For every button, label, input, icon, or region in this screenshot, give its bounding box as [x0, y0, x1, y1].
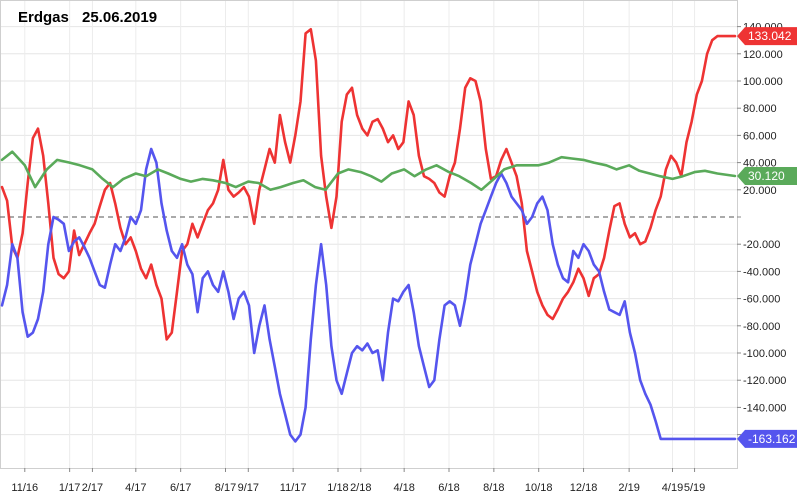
- series-group: [0, 28, 737, 443]
- x-tick-label: 1/18: [327, 482, 348, 494]
- y-tick-label: -120.000: [743, 375, 786, 387]
- y-axis: 140.000120.000100.00080.00060.00040.0002…: [737, 22, 786, 442]
- x-tick-label: 1/17: [59, 482, 80, 494]
- y-tick-label: -80.000: [743, 321, 780, 333]
- last-value-badges: 133.042 -163.162 30.120: [737, 27, 797, 448]
- x-tick-label: 4/18: [393, 482, 414, 494]
- x-tick-label: 6/17: [170, 482, 191, 494]
- x-tick-label: 10/18: [525, 482, 553, 494]
- chart-title: Erdgas: [18, 9, 69, 26]
- series-line-2: [0, 147, 737, 443]
- last-value-badge-1: 133.042: [737, 27, 797, 46]
- x-tick-label: 2/19: [618, 482, 639, 494]
- y-tick-label: 80.000: [743, 103, 777, 115]
- x-tick-label: 11/16: [11, 482, 38, 494]
- y-tick-label: -20.000: [743, 239, 780, 251]
- x-tick-label: 8/18: [483, 482, 504, 494]
- x-tick-label: 4/19: [662, 482, 683, 494]
- x-tick-label: 12/18: [570, 482, 598, 494]
- y-tick-label: -60.000: [743, 294, 780, 306]
- last-value-label: 133.042: [748, 29, 792, 43]
- plot-frame: [0, 0, 738, 469]
- x-tick-label: 2/18: [350, 482, 371, 494]
- x-tick-label: 5/19: [684, 482, 705, 494]
- last-value-label: -163.162: [748, 432, 796, 446]
- x-tick-label: 11/17: [280, 482, 307, 494]
- x-tick-label: 9/17: [238, 482, 259, 494]
- chart-subtitle: 25.06.2019: [82, 9, 157, 26]
- x-tick-label: 6/18: [438, 482, 459, 494]
- x-tick-label: 2/17: [82, 482, 103, 494]
- x-tick-label: 4/17: [125, 482, 146, 494]
- y-tick-label: 60.000: [743, 130, 777, 142]
- last-value-badge-2: -163.162: [737, 429, 797, 448]
- y-tick-label: 40.000: [743, 158, 777, 170]
- y-tick-label: 100.000: [743, 76, 783, 88]
- y-tick-label: -100.000: [743, 348, 786, 360]
- y-tick-label: -140.000: [743, 402, 786, 414]
- y-tick-label: -40.000: [743, 266, 780, 278]
- last-value-badge-3: 30.120: [737, 167, 797, 186]
- badge-shape: [737, 167, 797, 186]
- badge-shape: [737, 27, 797, 46]
- series-line-3: [0, 150, 737, 192]
- y-tick-label: 20.000: [743, 185, 777, 197]
- x-tick-label: 8/17: [215, 482, 236, 494]
- series-line-1: [0, 28, 737, 341]
- x-axis: 11/16 1/17 2/17 4/17 6/17 8/17 9/17 11/17 1/18 2/…: [11, 468, 705, 494]
- y-tick-label: 120.000: [743, 49, 783, 61]
- last-value-label: 30.120: [748, 169, 785, 183]
- badge-shape: [737, 429, 797, 448]
